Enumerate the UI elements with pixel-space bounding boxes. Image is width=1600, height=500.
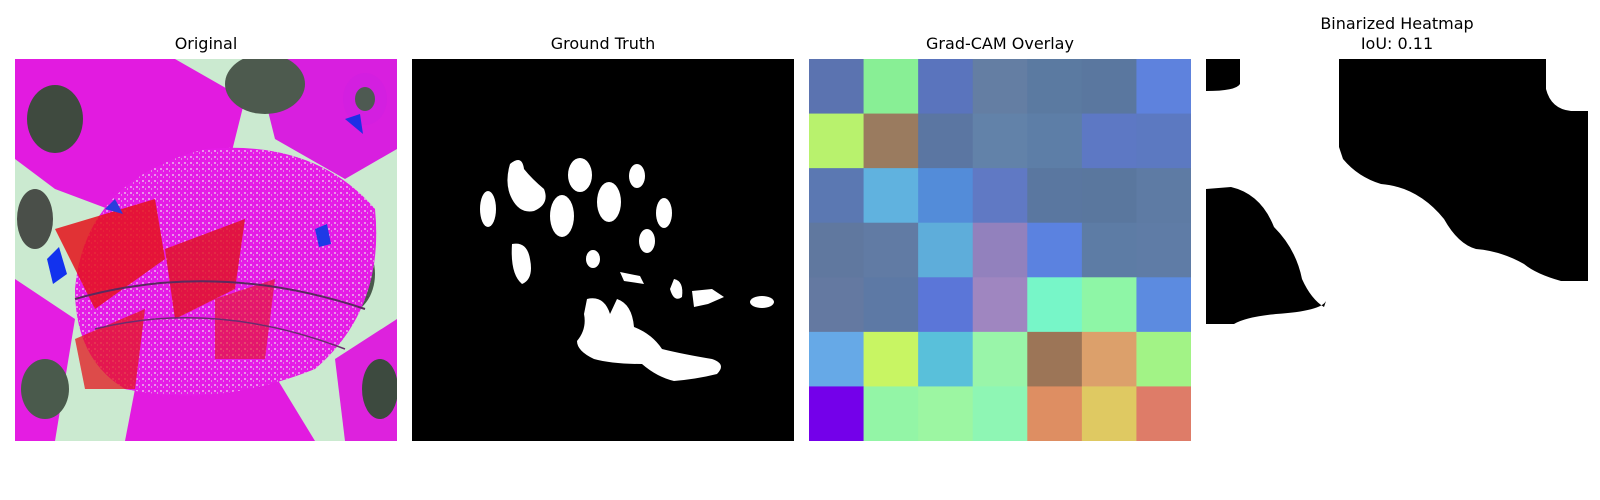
gradcam-cell xyxy=(863,386,919,441)
binarized-panel: Binarized Heatmap IoU: 0.11 xyxy=(1206,0,1588,500)
gradcam-cell xyxy=(972,331,1028,387)
gradcam-cell xyxy=(918,168,974,224)
gradcam-cell xyxy=(1081,386,1137,441)
gradcam-cell xyxy=(918,222,974,278)
gradcam-cell xyxy=(1027,113,1083,169)
gradcam-cell xyxy=(1136,168,1191,224)
gradcam-cell xyxy=(918,59,974,115)
gradcam-cell xyxy=(1027,168,1083,224)
gradcam-panel: Grad-CAM Overlay xyxy=(809,0,1191,500)
ground-truth-mask xyxy=(412,59,794,441)
gradcam-title: Grad-CAM Overlay xyxy=(926,34,1074,53)
gradcam-cell xyxy=(1136,222,1191,278)
gradcam-cell xyxy=(1027,386,1083,441)
gradcam-cell xyxy=(809,113,865,169)
gradcam-cell xyxy=(1136,59,1191,115)
gradcam-cell xyxy=(1081,113,1137,169)
gradcam-cell xyxy=(863,168,919,224)
binarized-title: Binarized Heatmap xyxy=(1320,14,1474,33)
gradcam-cell xyxy=(809,277,865,333)
gradcam-cell xyxy=(1081,331,1137,387)
ground-truth-title: Ground Truth xyxy=(550,34,656,53)
gradcam-overlay-grid xyxy=(809,59,1191,441)
gradcam-cell xyxy=(1027,331,1083,387)
gradcam-cell xyxy=(863,59,919,115)
gradcam-cell xyxy=(1081,168,1137,224)
original-title: Original xyxy=(174,34,238,53)
ground-truth-panel: Ground Truth xyxy=(412,0,794,500)
gradcam-cell xyxy=(1081,277,1137,333)
gradcam-cell xyxy=(809,222,865,278)
gradcam-cell xyxy=(972,168,1028,224)
gradcam-cell xyxy=(972,59,1028,115)
gradcam-cell xyxy=(1027,277,1083,333)
gradcam-cell xyxy=(972,277,1028,333)
gradcam-cell xyxy=(863,277,919,333)
gradcam-cell xyxy=(1027,59,1083,115)
gradcam-cell xyxy=(1136,331,1191,387)
gradcam-cell xyxy=(1136,386,1191,441)
gradcam-cell xyxy=(1081,59,1137,115)
gradcam-cell xyxy=(809,168,865,224)
gradcam-cell xyxy=(863,113,919,169)
iou-label: IoU: 0.11 xyxy=(1360,34,1434,53)
gradcam-cell xyxy=(1136,277,1191,333)
gradcam-cell xyxy=(863,331,919,387)
original-image xyxy=(15,59,397,441)
gradcam-cell xyxy=(809,386,865,441)
gradcam-cell xyxy=(1027,222,1083,278)
gradcam-cell xyxy=(1081,222,1137,278)
gradcam-cell xyxy=(918,386,974,441)
gradcam-cell xyxy=(918,331,974,387)
gradcam-cell xyxy=(972,222,1028,278)
original-panel: Original xyxy=(15,0,397,500)
gradcam-cell xyxy=(863,222,919,278)
gradcam-cell xyxy=(918,113,974,169)
gradcam-cell xyxy=(972,386,1028,441)
gradcam-cell xyxy=(972,113,1028,169)
gradcam-cell xyxy=(918,277,974,333)
binarized-heatmap xyxy=(1206,59,1588,441)
gradcam-cell xyxy=(809,59,865,115)
gradcam-cell xyxy=(809,331,865,387)
gradcam-cell xyxy=(1136,113,1191,169)
